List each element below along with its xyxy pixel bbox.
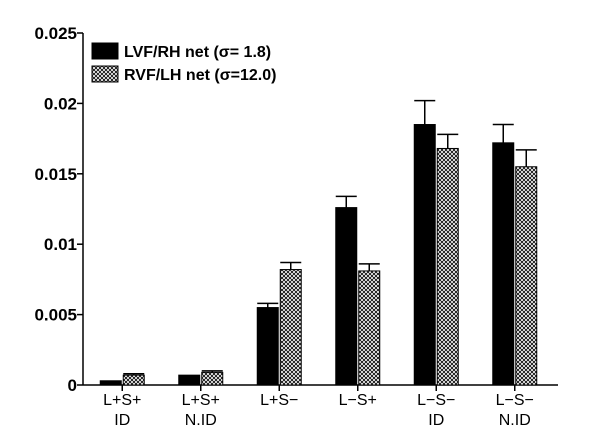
bar-lvf-rh	[492, 142, 515, 386]
bar-rvf-lh	[436, 147, 459, 386]
bars	[99, 99, 538, 386]
bar-lvf-rh	[413, 124, 436, 386]
bar-rvf-lh	[122, 374, 145, 386]
legend-swatch-lvf-rh	[91, 42, 119, 60]
x-tick-label: L−S+	[339, 392, 377, 409]
x-tick-label: L−S−	[496, 392, 534, 409]
x-tick-label: L+S−	[260, 392, 298, 409]
y-tick-label: 0.02	[44, 94, 77, 113]
y-tick-label: 0.025	[34, 24, 77, 43]
legend-label-rvf-lh: RVF/LH net (σ=12.0)	[124, 67, 276, 84]
x-tick-label: ID	[428, 412, 444, 429]
y-tick-label: 0.01	[44, 235, 77, 254]
x-tick-label: N.ID	[499, 412, 531, 429]
x-tick-label: N.ID	[185, 412, 217, 429]
legend-label-lvf-rh: LVF/RH net (σ= 1.8)	[124, 44, 271, 61]
y-tick-label: 0.015	[34, 165, 77, 184]
y-tick-label: 0	[68, 376, 77, 395]
legend-swatch-rvf-lh	[91, 65, 119, 83]
bar-lvf-rh	[178, 374, 201, 386]
legend: LVF/RH net (σ= 1.8) RVF/LH net (σ=12.0)	[91, 42, 276, 84]
x-tick-label: L+S+	[103, 392, 141, 409]
bar-rvf-lh	[279, 269, 302, 386]
x-tick-label: ID	[114, 412, 130, 429]
bar-lvf-rh	[335, 207, 358, 386]
x-tick-label: L−S−	[417, 392, 455, 409]
bar-lvf-rh	[99, 380, 122, 386]
axes: 0 0.005 0.01 0.015 0.02 0.025 L+S+ ID L+S+ N.ID L+…	[34, 24, 558, 429]
x-tick-label: L+S+	[182, 392, 220, 409]
bar-rvf-lh	[515, 166, 538, 386]
y-tick-label: 0.005	[34, 306, 77, 325]
bar-lvf-rh	[256, 307, 279, 386]
bar-rvf-lh	[358, 270, 381, 386]
bar-rvf-lh	[201, 371, 224, 386]
